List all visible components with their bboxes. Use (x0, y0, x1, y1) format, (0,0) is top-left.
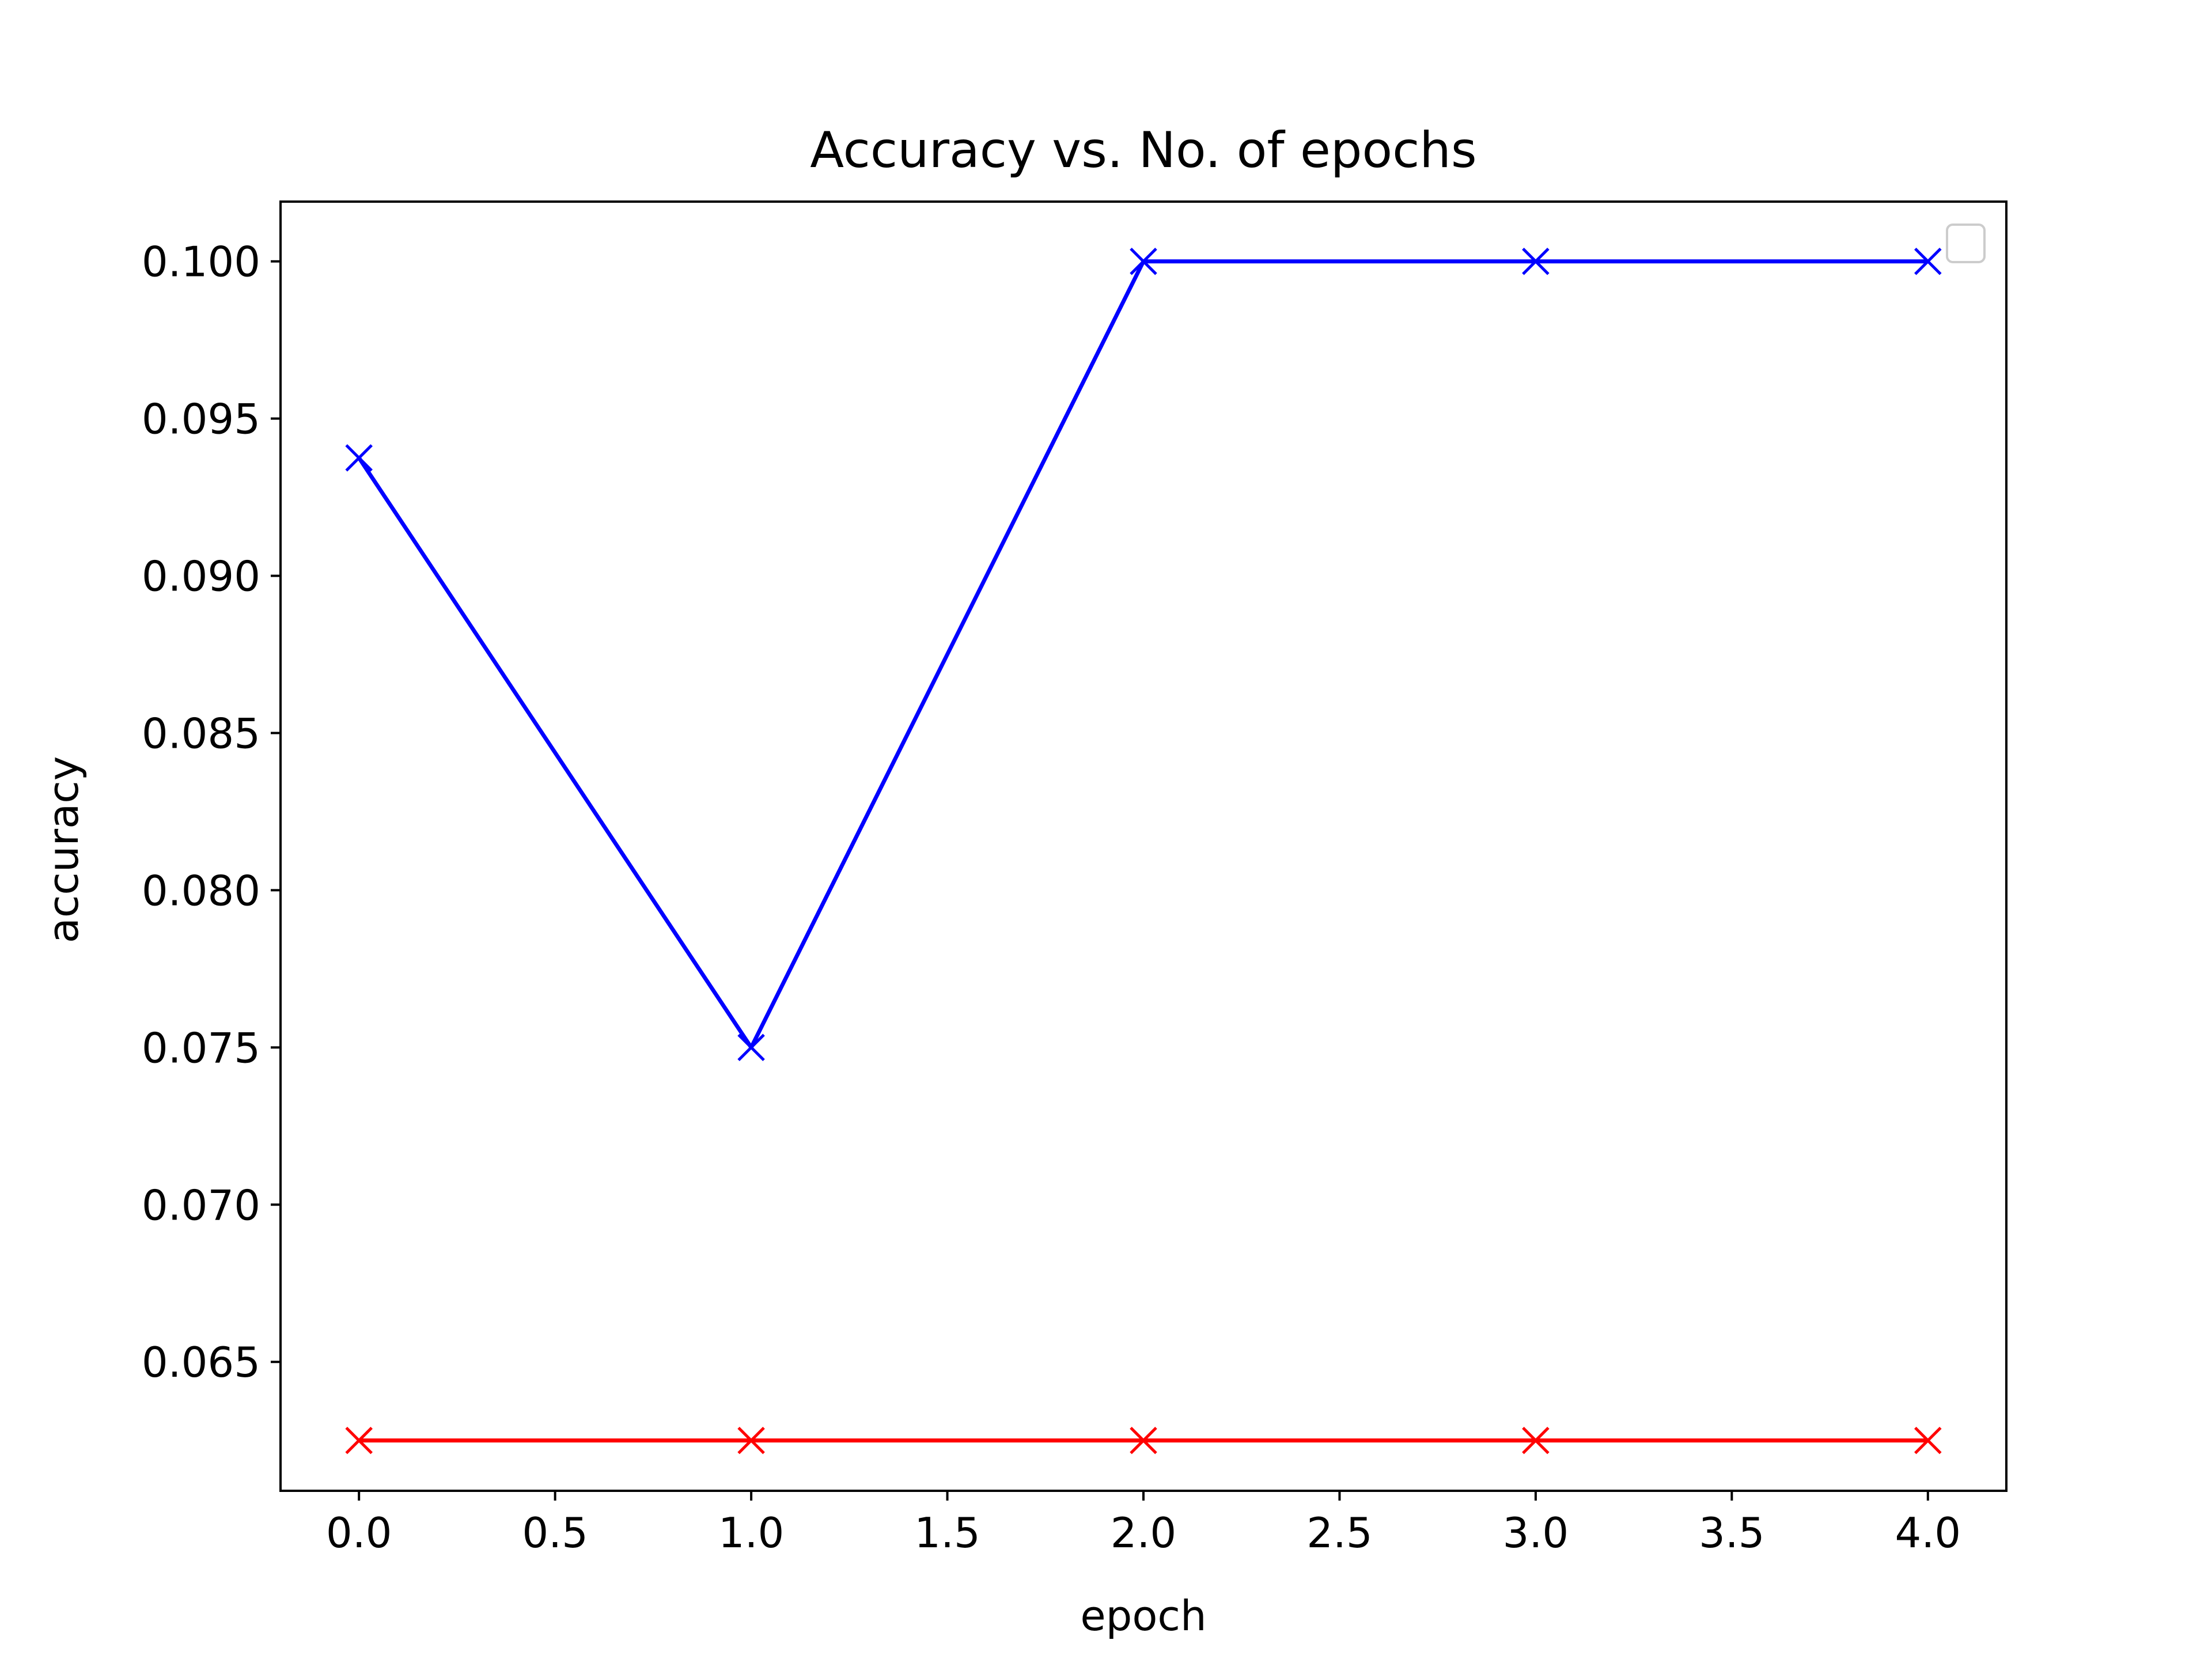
y-tick-label: 0.080 (142, 866, 260, 915)
x-tick-label: 3.5 (1699, 1509, 1765, 1557)
x-axis-label: epoch (1080, 1592, 1206, 1640)
data-point (1130, 247, 1157, 275)
data-point (1914, 247, 1942, 275)
x-tick-label: 0.5 (522, 1509, 588, 1557)
data-point (737, 1033, 765, 1062)
y-axis-label: accuracy (39, 756, 88, 944)
y-tick-label: 0.100 (142, 238, 260, 286)
x-tick-label: 4.0 (1895, 1509, 1961, 1557)
x-tick-label: 1.0 (718, 1509, 785, 1557)
y-tick-label: 0.065 (142, 1338, 260, 1387)
data-point (737, 1426, 765, 1455)
y-tick-label: 0.075 (142, 1024, 260, 1072)
series-0 (345, 247, 1942, 1062)
x-tick-label: 0.0 (326, 1509, 392, 1557)
y-tick-label: 0.070 (142, 1181, 260, 1229)
legend-box (1946, 224, 1986, 263)
data-point (1914, 1426, 1942, 1455)
axis-ticks: 0.0 0.5 1.0 1.5 2.0 2.5 3.0 3.5 4.0 0.065 0.070 0.0… (142, 238, 1961, 1557)
series-1 (345, 1426, 1942, 1455)
data-point (345, 444, 373, 472)
axes-frame (279, 200, 2008, 1492)
data-point (345, 1426, 373, 1455)
data-point (1522, 1426, 1550, 1455)
data-point (1522, 247, 1550, 275)
x-tick-label: 3.0 (1503, 1509, 1569, 1557)
y-tick-label: 0.090 (142, 552, 260, 601)
x-tick-label: 2.5 (1306, 1509, 1373, 1557)
plot-series (345, 247, 1942, 1455)
y-tick-label: 0.085 (142, 709, 260, 757)
data-point (1130, 1426, 1157, 1455)
x-tick-label: 1.5 (914, 1509, 980, 1557)
y-tick-label: 0.095 (142, 395, 260, 444)
chart-title: Accuracy vs. No. of epochs (810, 122, 1476, 179)
x-tick-label: 2.0 (1111, 1509, 1177, 1557)
